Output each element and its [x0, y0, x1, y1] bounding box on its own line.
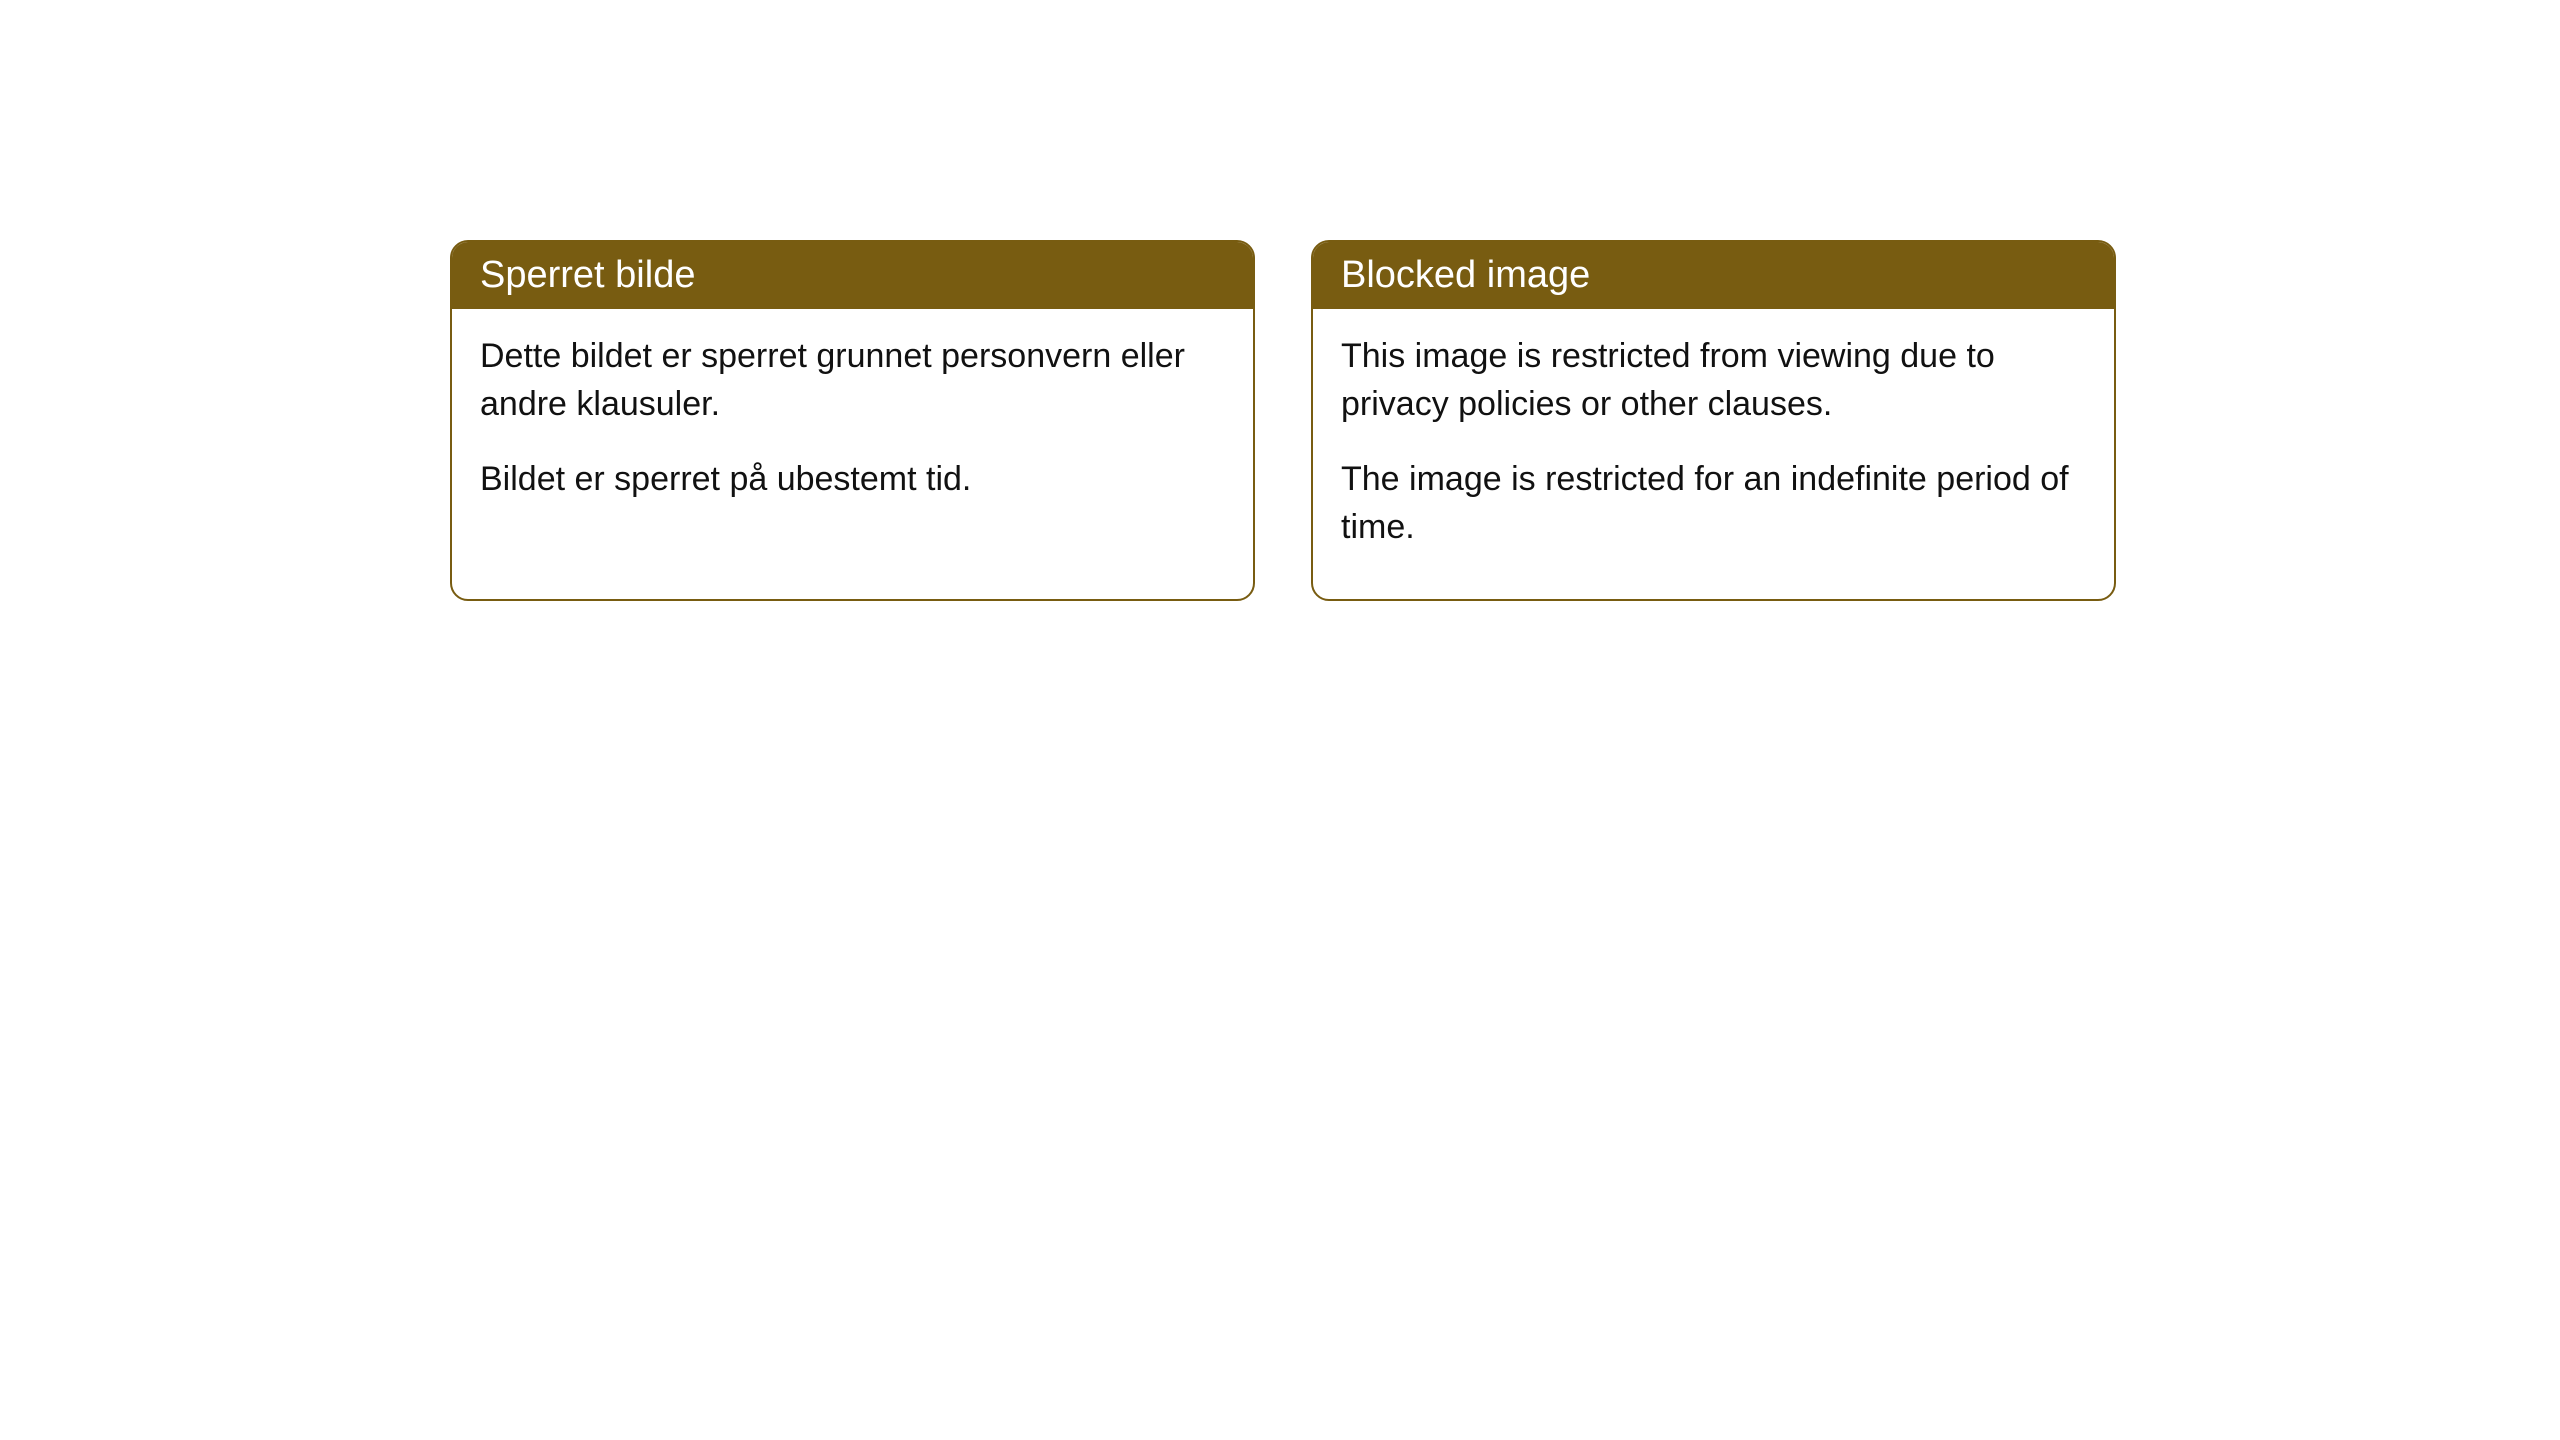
- card-paragraph: Bildet er sperret på ubestemt tid.: [480, 456, 1225, 504]
- card-paragraph: The image is restricted for an indefinit…: [1341, 456, 2086, 551]
- card-paragraph: Dette bildet er sperret grunnet personve…: [480, 333, 1225, 428]
- card-body-norwegian: Dette bildet er sperret grunnet personve…: [452, 309, 1253, 552]
- card-body-english: This image is restricted from viewing du…: [1313, 309, 2114, 599]
- card-header-norwegian: Sperret bilde: [452, 242, 1253, 309]
- card-english: Blocked image This image is restricted f…: [1311, 240, 2116, 601]
- card-paragraph: This image is restricted from viewing du…: [1341, 333, 2086, 428]
- cards-container: Sperret bilde Dette bildet er sperret gr…: [450, 240, 2116, 601]
- card-norwegian: Sperret bilde Dette bildet er sperret gr…: [450, 240, 1255, 601]
- card-header-english: Blocked image: [1313, 242, 2114, 309]
